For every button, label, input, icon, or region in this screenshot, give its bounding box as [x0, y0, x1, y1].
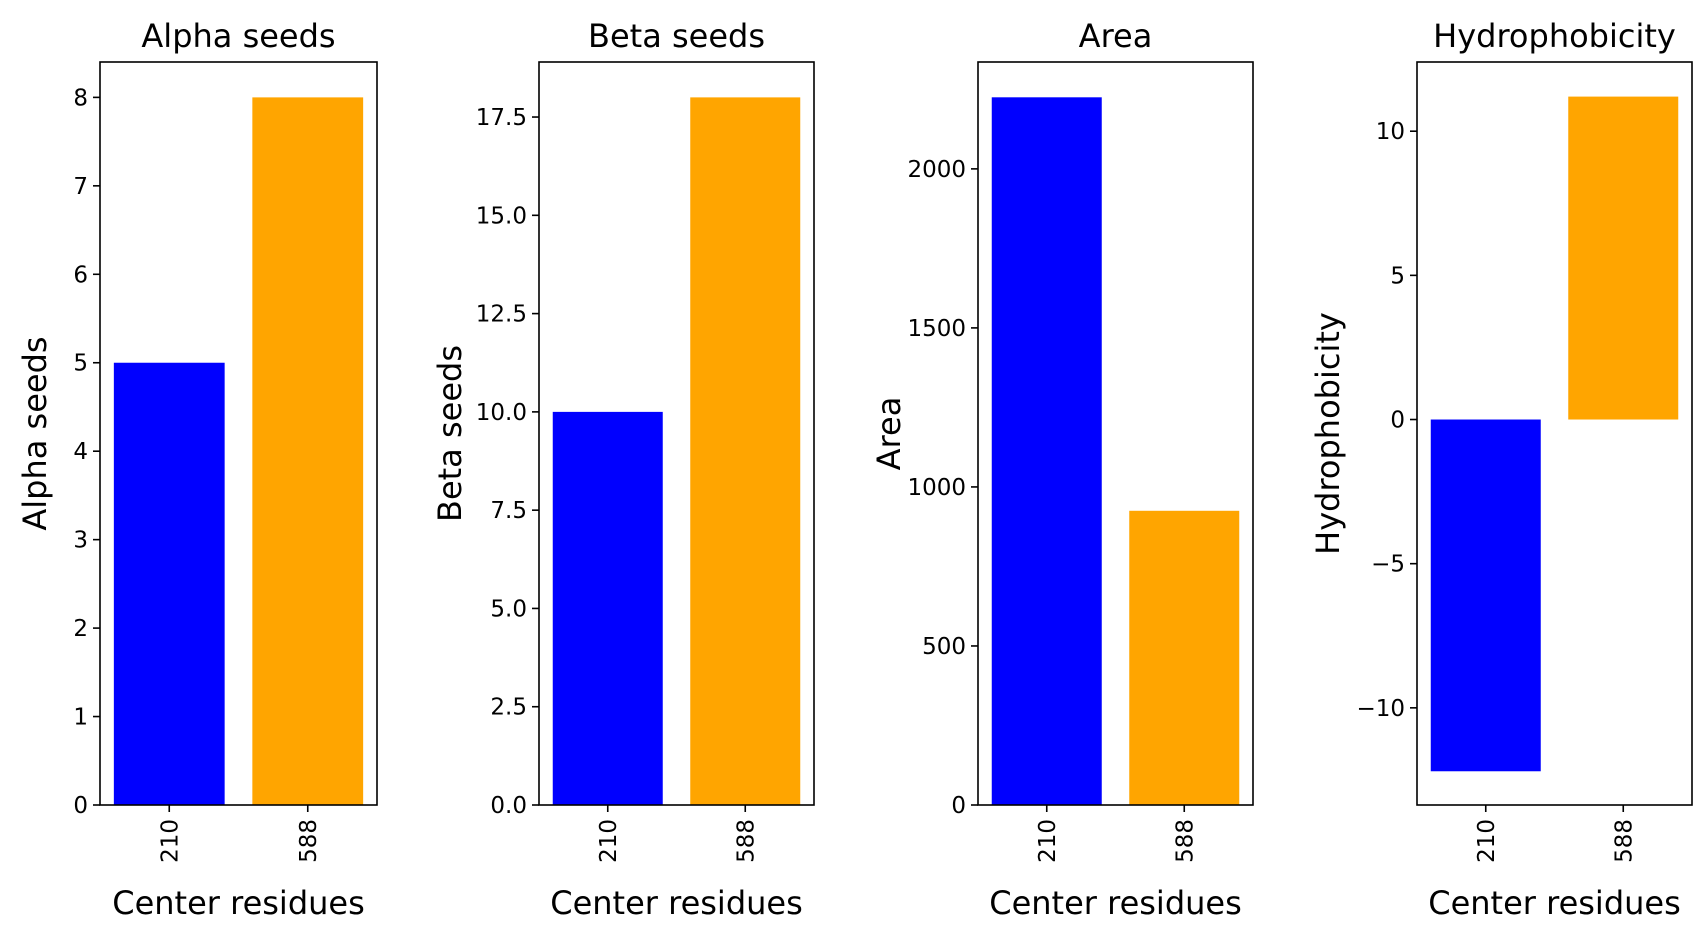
subplot-title: Alpha seeds [141, 17, 335, 55]
y-tick-label: 12.5 [476, 302, 527, 328]
subplot-title: Area [1079, 17, 1153, 55]
bar-210 [991, 97, 1102, 805]
subplot-title: Beta seeds [588, 17, 765, 55]
y-axis-label: Hydrophobicity [1309, 312, 1347, 555]
y-tick-label: 0.0 [490, 793, 527, 819]
x-tick-label: 210 [1035, 819, 1061, 863]
x-axis-label: Center residues [550, 884, 803, 922]
y-tick-label: 7 [73, 174, 88, 200]
subplot-4: −10 −5 0 5 10 210 588 Hydrophobicity Center resi… [1309, 17, 1693, 922]
y-tick-label: 500 [922, 634, 966, 660]
bar-588 [1129, 510, 1240, 805]
y-tick-label: 2.5 [490, 695, 527, 721]
y-tick-label: 17.5 [476, 105, 527, 131]
y-tick-label: 1 [73, 705, 88, 731]
y-tick-label: 2000 [907, 157, 966, 183]
y-tick-label: 15.0 [476, 203, 527, 229]
axes-frame [1416, 61, 1693, 806]
y-tick-label: 5.0 [490, 596, 527, 622]
bar-588 [1568, 96, 1679, 420]
x-axis-label: Center residues [1428, 884, 1681, 922]
y-tick-label: 7.5 [490, 498, 527, 524]
bar-210 [1430, 419, 1541, 772]
y-tick-label: 6 [73, 262, 88, 288]
axes-frame [977, 61, 1254, 806]
y-tick-label: 4 [73, 439, 88, 465]
subplot-3: 0 500 1000 1500 2000 210 588 Area Center residue… [870, 17, 1254, 922]
bar-210 [552, 411, 663, 805]
x-tick-label: 210 [596, 819, 622, 863]
x-tick-label: 210 [157, 819, 183, 863]
x-tick-label: 588 [1172, 819, 1198, 863]
subplot-title: Hydrophobicity [1433, 17, 1676, 55]
y-tick-label: −10 [1356, 696, 1405, 722]
subplot-1: 0 1 2 3 4 5 6 7 8 210 588 Alpha seeds Center residue… [16, 17, 378, 922]
bar-588 [690, 97, 801, 805]
axes-frame [538, 61, 815, 806]
y-tick-label: 5 [73, 351, 88, 377]
y-tick-label: 10 [1376, 119, 1405, 145]
subplot-2: 0.0 2.5 5.0 7.5 10.0 12.5 15.0 17.5 210 588 Beta s… [431, 17, 815, 922]
x-tick-label: 210 [1474, 819, 1500, 863]
y-tick-label: 0 [951, 793, 966, 819]
y-tick-label: 0 [73, 793, 88, 819]
axes-frame [99, 61, 378, 806]
x-tick-label: 588 [1611, 819, 1637, 863]
y-tick-label: 1000 [907, 475, 966, 501]
y-tick-label: 8 [73, 85, 88, 111]
x-axis-label: Center residues [112, 884, 365, 922]
bar-210 [113, 362, 225, 805]
x-axis-label: Center residues [989, 884, 1242, 922]
x-tick-label: 588 [733, 819, 759, 863]
y-axis-label: Beta seeds [431, 345, 469, 522]
y-tick-label: 0 [1390, 408, 1405, 434]
y-axis-label: Alpha seeds [16, 336, 54, 530]
y-tick-label: 2 [73, 616, 88, 642]
y-tick-label: 10.0 [476, 400, 527, 426]
y-tick-label: −5 [1371, 552, 1405, 578]
y-tick-label: 3 [73, 528, 88, 554]
y-tick-label: 1500 [907, 316, 966, 342]
bar-588 [252, 97, 364, 805]
y-axis-label: Area [870, 397, 908, 471]
y-tick-label: 5 [1390, 263, 1405, 289]
x-tick-label: 588 [296, 819, 322, 863]
